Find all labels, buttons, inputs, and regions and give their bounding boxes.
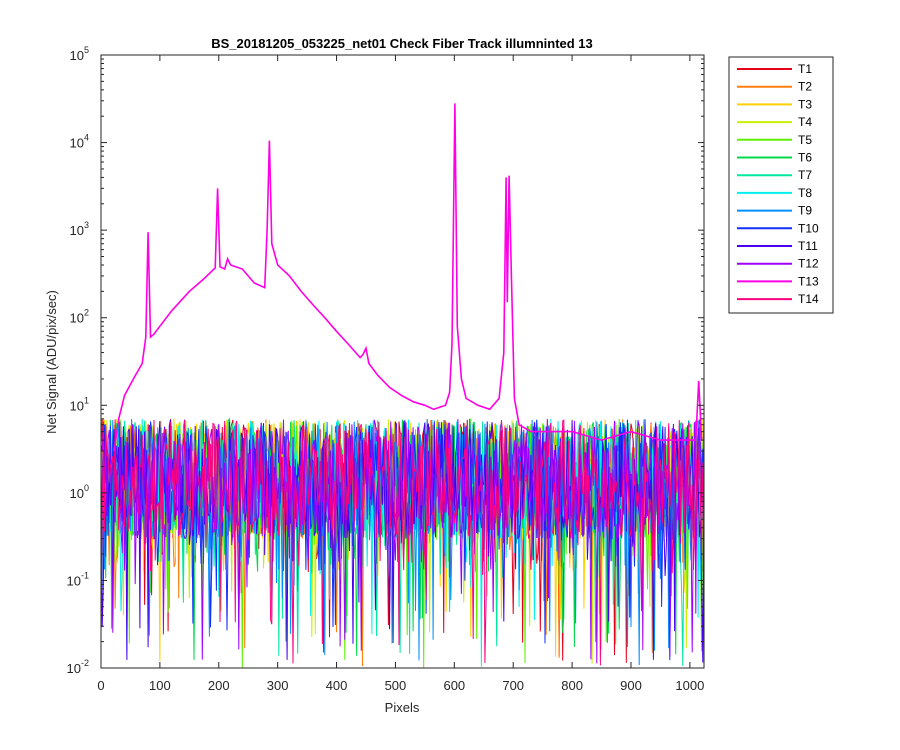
y-tick-label: 101: [70, 395, 89, 413]
y-tick-label: 105: [70, 45, 89, 63]
legend-label-t1: T1: [798, 62, 812, 76]
y-tick-label: 100: [70, 483, 89, 501]
legend-label-t8: T8: [798, 186, 812, 200]
y-tick-label: 10-2: [67, 658, 89, 676]
x-tick-label: 800: [561, 678, 583, 693]
x-axis: 0 100 200 300 400 500 600 700 800 900 1000: [97, 55, 704, 693]
x-tick-label: 300: [267, 678, 289, 693]
y-tick-label: 104: [70, 133, 89, 151]
series-layer: [113, 103, 703, 452]
x-tick-label: 200: [208, 678, 230, 693]
legend-box: [728, 56, 834, 314]
legend-label-t6: T6: [798, 151, 812, 165]
legend-label-t13: T13: [798, 274, 819, 288]
y-tick-label: 102: [70, 308, 89, 326]
x-tick-label: 0: [97, 678, 104, 693]
chart-title: BS_20181205_053225_net01 Check Fiber Tra…: [211, 36, 593, 51]
x-tick-label: 700: [502, 678, 524, 693]
series-line-t14: [100, 418, 705, 666]
series-line-t13: [113, 103, 703, 452]
x-tick-label: 600: [443, 678, 465, 693]
legend-label-t4: T4: [798, 115, 812, 129]
x-tick-label: 900: [620, 678, 642, 693]
legend-label-t14: T14: [798, 292, 819, 306]
series-line-t12: [100, 418, 705, 664]
y-tick-label: 103: [70, 220, 89, 238]
x-tick-label: 400: [326, 678, 348, 693]
legend-label-t7: T7: [798, 168, 812, 182]
noise-series-layer: [100, 417, 705, 668]
legend-label-t12: T12: [798, 257, 819, 271]
legend-label-t3: T3: [798, 97, 812, 111]
y-tick-label: 10-1: [67, 570, 89, 588]
x-axis-label: Pixels: [385, 700, 420, 715]
y-axis: 10-2 10-1 100 101 102 103 104 105: [67, 45, 704, 676]
x-tick-label: 100: [149, 678, 171, 693]
y-axis-label: Net Signal (ADU/pix/sec): [44, 290, 59, 434]
x-tick-label: 1000: [675, 678, 704, 693]
legend: T1 T2 T3 T4 T5 T6 T7 T8 T9 T10 T11 T12 T13 T14: [728, 56, 834, 314]
legend-label-t10: T10: [798, 221, 819, 235]
legend-label-t9: T9: [798, 204, 812, 218]
legend-label-t2: T2: [798, 80, 812, 94]
x-tick-label: 500: [385, 678, 407, 693]
legend-label-t5: T5: [798, 133, 812, 147]
legend-label-t11: T11: [798, 239, 818, 253]
plot-frame: [100, 54, 705, 669]
